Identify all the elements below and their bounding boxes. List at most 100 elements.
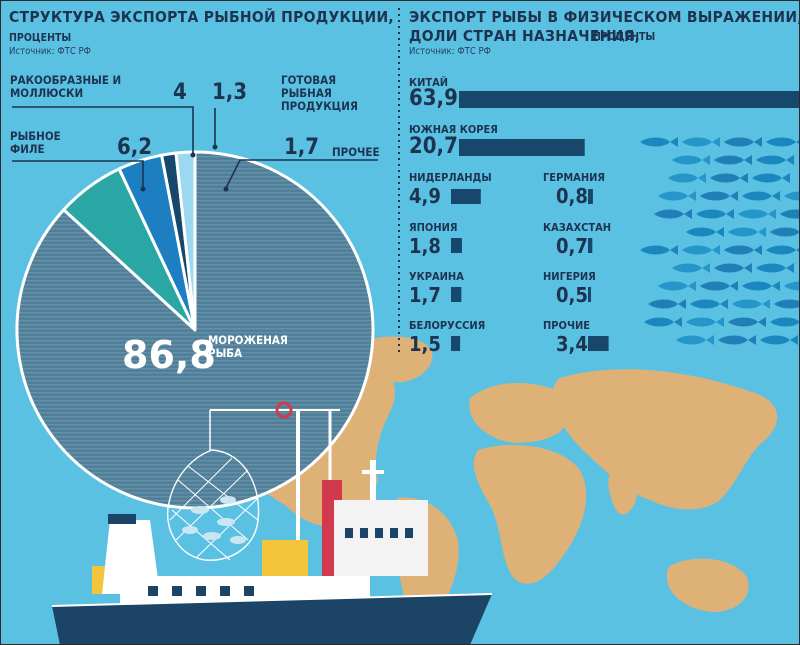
fish-icon bbox=[682, 245, 720, 255]
fish-icon bbox=[640, 137, 678, 147]
country-value-china: 63,9 bbox=[409, 86, 458, 111]
fish-icon bbox=[728, 227, 766, 237]
bar-south-korea bbox=[459, 139, 585, 156]
bar-belarus bbox=[451, 336, 461, 351]
country-value-japan: 1,8 bbox=[409, 234, 441, 258]
right-chart-title-line1: ЭКСПОРТ РЫБЫ В ФИЗИЧЕСКОМ ВЫРАЖЕНИИ, bbox=[409, 8, 800, 26]
fish-icon bbox=[686, 227, 724, 237]
fish-icon bbox=[682, 137, 720, 147]
pie-value-other: 1,7 bbox=[284, 135, 320, 160]
pie-label-frozen: МОРОЖЕНАЯ РЫБА bbox=[208, 333, 288, 360]
left-chart-source: Источник: ФТС РФ bbox=[9, 46, 92, 57]
fish-icon bbox=[738, 209, 776, 219]
right-chart-title-line2: ДОЛИ СТРАН НАЗНАЧЕНИЯ, bbox=[409, 27, 641, 45]
fish-icon bbox=[686, 317, 724, 327]
fish-icon bbox=[742, 281, 780, 291]
fish-icon bbox=[714, 155, 752, 165]
leader-other bbox=[225, 159, 378, 189]
pie-value-fillet: 6,2 bbox=[117, 135, 153, 160]
country-value-nigeria: 0,5 bbox=[556, 283, 588, 307]
bar-ukraine bbox=[451, 287, 462, 302]
trawler bbox=[51, 401, 493, 645]
country-value-belarus: 1,5 bbox=[409, 332, 441, 356]
leader-dots bbox=[140, 144, 229, 192]
pie-leader-lines bbox=[12, 106, 378, 189]
fish-icon bbox=[756, 155, 794, 165]
fish-icon bbox=[774, 299, 800, 309]
bar-china bbox=[459, 91, 800, 108]
pie-value-shellfish: 4 bbox=[173, 80, 187, 105]
fish-icon bbox=[710, 173, 748, 183]
fish-icon bbox=[728, 317, 766, 327]
fish-icon bbox=[676, 335, 714, 345]
fish-icon bbox=[770, 317, 800, 327]
fish-icon bbox=[784, 281, 800, 291]
map-asia bbox=[552, 369, 778, 510]
fish-icon bbox=[756, 263, 794, 273]
fish-icon bbox=[640, 245, 678, 255]
winch-wheel-icon bbox=[275, 401, 293, 419]
fish-icon bbox=[780, 209, 800, 219]
bar-kazakhstan bbox=[588, 238, 593, 253]
country-label-belarus: БЕЛОРУССИЯ bbox=[409, 319, 486, 332]
country-label-other: ПРОЧИЕ bbox=[543, 319, 590, 332]
fish-school bbox=[640, 137, 800, 345]
country-label-south-korea: ЮЖНАЯ КОРЕЯ bbox=[409, 123, 498, 136]
map-australia bbox=[666, 558, 749, 612]
map-india bbox=[608, 469, 637, 515]
pie-label-prepared: ГОТОВАЯ РЫБНАЯ ПРОДУКЦИЯ bbox=[281, 73, 358, 113]
fish-icon bbox=[732, 299, 770, 309]
country-value-kazakhstan: 0,7 bbox=[556, 234, 588, 258]
fish-icon bbox=[766, 137, 800, 147]
fish-icon bbox=[714, 263, 752, 273]
bar-germany bbox=[588, 189, 593, 204]
pie-chart bbox=[15, 150, 375, 510]
country-value-netherlands: 4,9 bbox=[409, 184, 441, 208]
fish-icon bbox=[700, 191, 738, 201]
right-chart-source: Источник: ФТС РФ bbox=[409, 46, 492, 57]
country-label-nigeria: НИГЕРИЯ bbox=[543, 270, 596, 283]
left-chart-subtitle: ПРОЦЕНТЫ bbox=[9, 32, 72, 44]
map-europe bbox=[469, 382, 570, 443]
fish-icon bbox=[718, 335, 756, 345]
country-bars bbox=[451, 91, 800, 351]
pie-value-prepared: 1,3 bbox=[212, 80, 248, 105]
map-africa bbox=[473, 444, 587, 584]
fish-icon bbox=[760, 335, 798, 345]
country-value-south-korea: 20,7 bbox=[409, 134, 458, 159]
fish-icon bbox=[658, 191, 696, 201]
fish-icon bbox=[700, 281, 738, 291]
country-label-japan: ЯПОНИЯ bbox=[409, 221, 458, 234]
country-value-ukraine: 1,7 bbox=[409, 283, 441, 307]
right-chart-subtitle: ПРОЦЕНТЫ bbox=[593, 31, 656, 43]
hull bbox=[52, 594, 492, 645]
pie-label-fillet: РЫБНОЕ ФИЛЕ bbox=[10, 129, 61, 156]
pie-label-shellfish: РАКООБРАЗНЫЕ И МОЛЛЮСКИ bbox=[10, 73, 122, 100]
map-greenland bbox=[359, 336, 433, 383]
bar-nigeria bbox=[588, 287, 591, 302]
left-chart-title: СТРУКТУРА ЭКСПОРТА РЫБНОЙ ПРОДУКЦИИ, bbox=[9, 8, 395, 26]
fish-icon bbox=[648, 299, 686, 309]
country-value-other: 3,4 bbox=[556, 332, 588, 356]
fish-icon bbox=[668, 173, 706, 183]
fish-icon bbox=[672, 155, 710, 165]
fish-icon bbox=[672, 263, 710, 273]
pie-label-other: ПРОЧЕЕ bbox=[332, 145, 380, 159]
country-label-netherlands: НИДЕРЛАНДЫ bbox=[409, 171, 492, 184]
fish-icon bbox=[752, 173, 790, 183]
bar-japan bbox=[451, 238, 462, 253]
leader-fillet bbox=[12, 160, 144, 188]
fish-icon bbox=[658, 281, 696, 291]
fish-icon bbox=[784, 191, 800, 201]
country-label-china: КИТАЙ bbox=[409, 76, 449, 89]
fish-icon bbox=[724, 137, 762, 147]
fish-icon bbox=[690, 299, 728, 309]
fish-icon bbox=[696, 209, 734, 219]
country-label-kazakhstan: КАЗАХСТАН bbox=[543, 221, 612, 234]
bar-other bbox=[588, 336, 609, 351]
country-value-germany: 0,8 bbox=[556, 184, 588, 208]
country-label-ukraine: УКРАИНА bbox=[409, 270, 464, 283]
pie-big-value-frozen: 86,8 bbox=[122, 333, 216, 377]
pie-slice-frozen-fish bbox=[15, 150, 375, 510]
